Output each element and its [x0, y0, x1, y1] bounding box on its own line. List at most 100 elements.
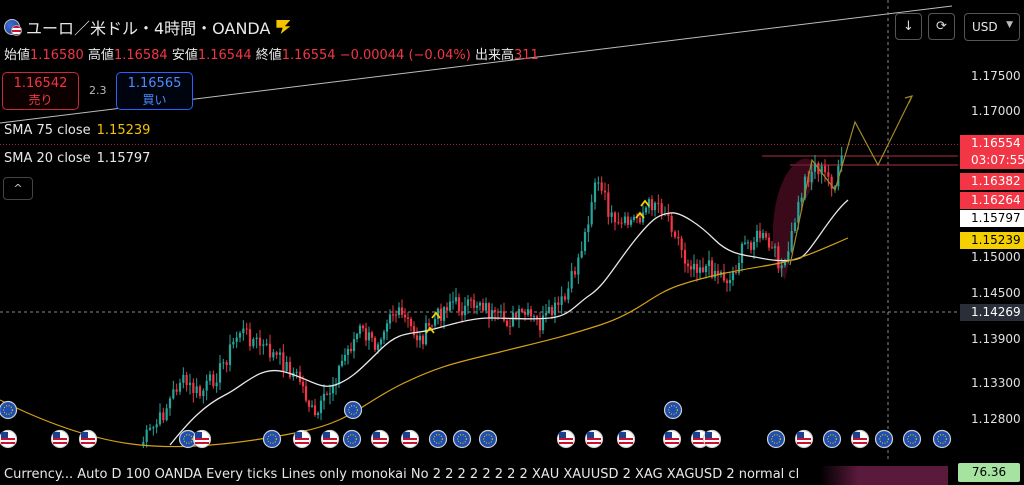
sma75-label: SMA 75 close	[4, 123, 91, 138]
candle-body	[388, 314, 392, 324]
candle-body	[460, 311, 464, 316]
us-canton-icon	[53, 432, 60, 438]
candle-body	[331, 385, 335, 394]
candle-body	[228, 344, 232, 365]
candle-body	[731, 271, 735, 281]
candle-body	[436, 308, 440, 319]
candle-body	[265, 343, 268, 345]
candle-body	[502, 311, 506, 321]
bolt-icon	[276, 20, 291, 34]
signal-check-icon	[431, 311, 441, 319]
candle-body	[258, 337, 262, 346]
us-stripe-icon	[195, 438, 209, 440]
candle-body	[248, 329, 252, 347]
candle-body	[698, 267, 702, 273]
eu-flag-icon	[902, 429, 922, 449]
candle-body	[803, 176, 807, 198]
download-icon: ↓	[903, 19, 914, 34]
low-value: 1.16544	[197, 48, 252, 63]
candle-body	[677, 236, 680, 239]
crosshair-price-tag: 1.14269	[960, 304, 1024, 321]
candle-body	[667, 213, 670, 216]
candle-body	[701, 267, 705, 272]
candle-body	[427, 323, 431, 326]
candle-body	[282, 352, 285, 372]
currency-select[interactable]: USD ▼	[964, 13, 1020, 41]
candle-body	[218, 363, 222, 383]
candle-body	[563, 296, 567, 300]
candle-body	[767, 237, 771, 248]
candle-body	[478, 302, 482, 306]
candle-body	[573, 271, 577, 275]
candle-body	[657, 202, 660, 204]
candle-body	[391, 314, 395, 316]
sma75-legend[interactable]: SMA 75 close 1.15239	[4, 123, 150, 138]
us-stripe-icon	[693, 438, 707, 440]
candle-body	[629, 219, 633, 225]
candle-body	[764, 233, 768, 238]
candle-body	[793, 222, 797, 231]
collapse-legend-button[interactable]: ^	[3, 177, 33, 200]
candle-body	[644, 207, 648, 213]
candle-body	[445, 307, 449, 311]
eu-flag-icon	[452, 429, 472, 449]
buy-button[interactable]: 1.16565 買い	[116, 72, 193, 110]
candle-body	[593, 182, 597, 203]
candle-body	[400, 307, 404, 315]
us-stripe-icon	[619, 442, 633, 444]
eu-stars-icon	[771, 434, 781, 444]
us-stripe-icon	[195, 442, 209, 444]
candle-body	[520, 308, 524, 313]
axis-label: 1.14500	[971, 286, 1021, 300]
candle-body	[448, 301, 452, 311]
candle-body	[790, 230, 793, 252]
candle-body	[442, 307, 446, 321]
us-canton-icon	[323, 432, 330, 438]
us-canton-icon	[559, 432, 566, 438]
us-stripe-icon	[403, 438, 417, 440]
candle-body	[394, 314, 398, 316]
candle-body	[430, 325, 434, 327]
symbol-title[interactable]: ユーロ／米ドル・4時間・OANDA	[4, 15, 291, 39]
us-canton-icon	[705, 432, 712, 438]
download-button[interactable]: ↓	[895, 13, 922, 40]
candle-body	[288, 361, 292, 377]
candle-body	[632, 216, 636, 220]
eu-flag-icon	[874, 429, 894, 449]
candle-body	[361, 325, 365, 329]
signal-arrow-icon	[635, 211, 645, 219]
us-stripe-icon	[705, 442, 719, 444]
eu-flag-icon	[663, 400, 683, 420]
candle-body	[155, 424, 158, 428]
candle-body	[346, 348, 350, 355]
candle-body	[813, 163, 817, 172]
candle-body	[783, 261, 787, 266]
candle-body	[340, 360, 344, 366]
sma20-label: SMA 20 close	[4, 151, 91, 166]
candle-body	[202, 390, 205, 397]
candle-body	[222, 362, 225, 364]
candle-body	[683, 249, 687, 264]
candle-body	[424, 323, 428, 345]
candle-body	[583, 232, 587, 251]
us-canton-icon	[403, 432, 410, 438]
candle-body	[833, 186, 837, 189]
candle-body	[653, 202, 657, 211]
indicator-footer[interactable]: Currency... Auto D 100 OANDA Every ticks…	[0, 462, 1024, 485]
candle-body	[182, 374, 185, 383]
close-value: 1.16554	[281, 48, 336, 63]
sell-button[interactable]: 1.16542 売り	[2, 72, 79, 110]
candle-body	[567, 288, 570, 300]
sma20-legend[interactable]: SMA 20 close 1.15797	[4, 151, 150, 166]
eu-stars-icon	[907, 434, 917, 444]
candle-body	[493, 310, 497, 312]
replay-button[interactable]: ⟳	[928, 13, 955, 40]
candle-body	[514, 312, 518, 318]
candle-body	[695, 263, 699, 273]
candle-body	[647, 199, 651, 208]
candle-body	[385, 323, 389, 332]
candle-body	[285, 361, 288, 372]
candle-body	[752, 241, 756, 250]
